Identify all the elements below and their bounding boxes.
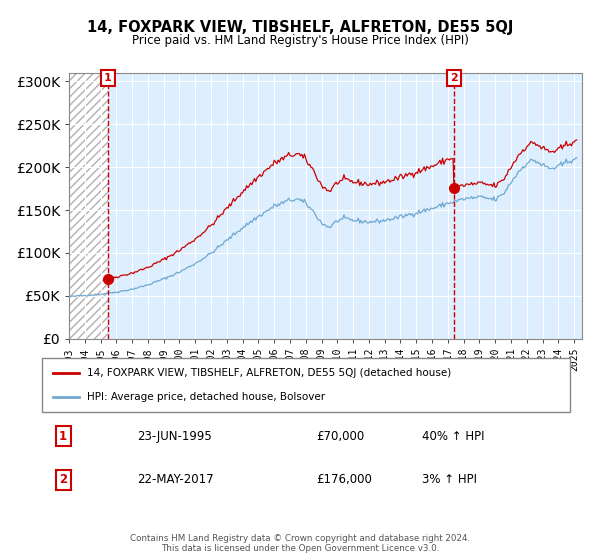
HPI: Average price, detached house, Bolsover: (1.99e+03, 5.18e+04): Average price, detached house, Bolsover:…	[94, 291, 101, 298]
Line: HPI: Average price, detached house, Bolsover: HPI: Average price, detached house, Bols…	[69, 158, 577, 297]
HPI: Average price, detached house, Bolsover: (2.01e+03, 1.35e+05): Average price, detached house, Bolsover:…	[364, 220, 371, 226]
14, FOXPARK VIEW, TIBSHELF, ALFRETON, DE55 5QJ (detached house)	[482, 181, 490, 188]
Text: 23-JUN-1995: 23-JUN-1995	[137, 430, 212, 443]
14, FOXPARK VIEW, TIBSHELF, ALFRETON, DE55 5QJ (detached house)	[434, 161, 441, 167]
HPI: Average price, detached house, Bolsover: (2e+03, 1.03e+05): Average price, detached house, Bolsover:…	[211, 247, 218, 254]
HPI: Average price, detached house, Bolsover: (2.03e+03, 2.11e+05): Average price, detached house, Bolsover:…	[573, 155, 580, 161]
Text: 1: 1	[59, 430, 67, 443]
HPI: Average price, detached house, Bolsover: (2e+03, 9.05e+04): Average price, detached house, Bolsover:…	[197, 258, 204, 264]
Text: 14, FOXPARK VIEW, TIBSHELF, ALFRETON, DE55 5QJ: 14, FOXPARK VIEW, TIBSHELF, ALFRETON, DE…	[87, 20, 513, 35]
14, FOXPARK VIEW, TIBSHELF, ALFRETON, DE55 5QJ (detached house)	[496, 179, 503, 185]
Text: 14, FOXPARK VIEW, TIBSHELF, ALFRETON, DE55 5QJ (detached house): 14, FOXPARK VIEW, TIBSHELF, ALFRETON, DE…	[87, 368, 451, 379]
Line: 14, FOXPARK VIEW, TIBSHELF, ALFRETON, DE55 5QJ (detached house): 14, FOXPARK VIEW, TIBSHELF, ALFRETON, DE…	[108, 140, 577, 279]
Bar	[69, 73, 108, 339]
HPI: Average price, detached house, Bolsover: (2e+03, 9.94e+04): Average price, detached house, Bolsover:…	[205, 250, 212, 257]
Text: 2: 2	[59, 473, 67, 486]
HPI: Average price, detached house, Bolsover: (1.99e+03, 4.91e+04): Average price, detached house, Bolsover:…	[67, 293, 74, 300]
14, FOXPARK VIEW, TIBSHELF, ALFRETON, DE55 5QJ (detached house)	[104, 276, 112, 282]
HPI: Average price, detached house, Bolsover: (1.99e+03, 4.92e+04): Average price, detached house, Bolsover:…	[65, 293, 73, 300]
Text: 40% ↑ HPI: 40% ↑ HPI	[422, 430, 485, 443]
HPI: Average price, detached house, Bolsover: (2e+03, 8.8e+04): Average price, detached house, Bolsover:…	[191, 260, 199, 267]
Text: 2: 2	[450, 73, 458, 83]
FancyBboxPatch shape	[42, 358, 570, 412]
Text: 3% ↑ HPI: 3% ↑ HPI	[422, 473, 477, 486]
Text: 22-MAY-2017: 22-MAY-2017	[137, 473, 214, 486]
Text: HPI: Average price, detached house, Bolsover: HPI: Average price, detached house, Bols…	[87, 391, 325, 402]
14, FOXPARK VIEW, TIBSHELF, ALFRETON, DE55 5QJ (detached house)	[444, 156, 451, 162]
14, FOXPARK VIEW, TIBSHELF, ALFRETON, DE55 5QJ (detached house)	[376, 182, 383, 189]
14, FOXPARK VIEW, TIBSHELF, ALFRETON, DE55 5QJ (detached house)	[167, 253, 174, 259]
Text: £70,000: £70,000	[317, 430, 365, 443]
Text: Price paid vs. HM Land Registry's House Price Index (HPI): Price paid vs. HM Land Registry's House …	[131, 34, 469, 46]
Text: £176,000: £176,000	[317, 473, 373, 486]
Text: 1: 1	[104, 73, 112, 83]
Text: Contains HM Land Registry data © Crown copyright and database right 2024.
This d: Contains HM Land Registry data © Crown c…	[130, 534, 470, 553]
14, FOXPARK VIEW, TIBSHELF, ALFRETON, DE55 5QJ (detached house)	[573, 137, 580, 143]
